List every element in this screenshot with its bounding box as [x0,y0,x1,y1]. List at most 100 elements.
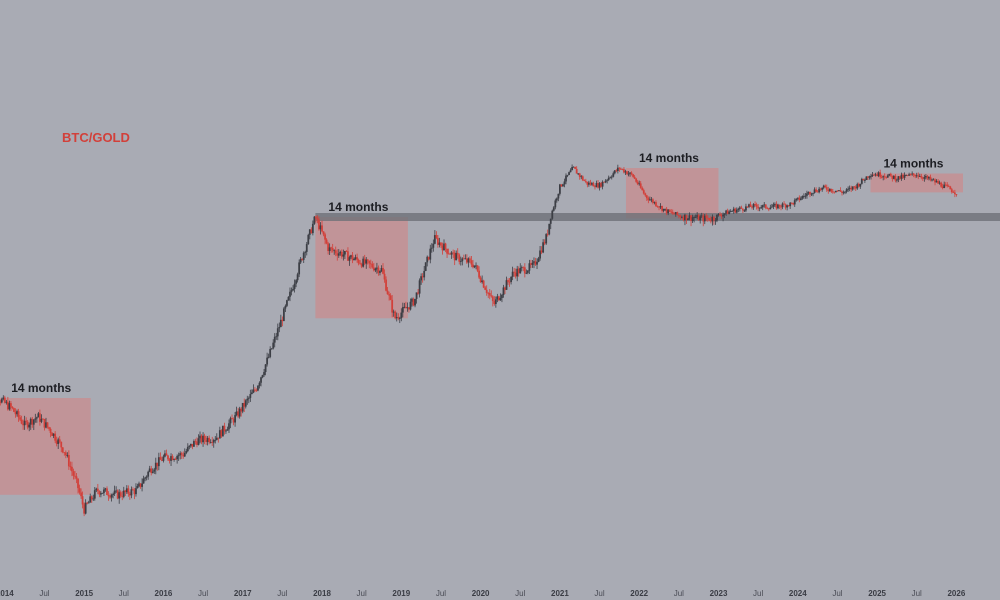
x-tick-label: 2023 [710,589,728,598]
candle [462,254,465,260]
candle [415,292,418,304]
candle [443,239,445,251]
candle [437,234,439,248]
candle [336,249,339,261]
candle [731,210,734,212]
candle [255,388,258,392]
candle [313,216,316,225]
candle [481,275,484,284]
candle [498,295,500,302]
candle [662,208,665,213]
candle [164,450,166,458]
candle [135,483,137,497]
candle [292,285,294,292]
candle [72,468,75,480]
candle [290,287,293,296]
candle [118,489,121,504]
annotation-label-2: 14 months [328,200,388,214]
x-tick-label: Jul [39,589,49,598]
candle [0,397,3,404]
candle [537,256,540,263]
candle [940,181,943,188]
candle [104,487,107,492]
candle [548,223,551,236]
candle [934,178,936,186]
candle [84,499,87,515]
candle [513,267,516,277]
candle [656,205,659,208]
candle [176,454,179,464]
candle [315,215,317,223]
candle [372,262,375,272]
candle [67,450,70,470]
candle [263,368,265,377]
candle [38,409,41,426]
candle [658,206,660,211]
candle [496,293,499,303]
candle [269,346,272,359]
candle [702,213,705,227]
candle [679,214,682,220]
candle [414,298,416,308]
candle [793,198,796,207]
candle [160,456,163,462]
candle [950,187,953,194]
x-tick-label: Jul [594,589,604,598]
candle [429,244,432,264]
candle [266,352,269,367]
candle [932,178,935,181]
candle [20,415,23,425]
candle [589,179,592,186]
candle [691,214,694,223]
candle [619,167,622,171]
candle [629,172,631,177]
candle [555,197,558,203]
candle [237,407,240,419]
x-tick-label: 2016 [155,589,173,598]
candle [89,493,92,503]
candle [531,259,534,268]
candle [661,205,663,213]
candle [325,238,328,245]
candle [879,169,882,180]
candle [670,209,673,214]
candle [601,180,604,190]
candle [551,209,554,220]
candle [74,470,76,480]
candle [865,176,868,181]
candle [433,230,436,245]
candle [789,201,792,209]
candle [25,417,28,425]
candle [142,475,145,484]
candle [653,201,656,205]
candle [86,501,89,505]
candle [440,242,442,248]
candle [455,250,458,261]
candle [281,316,284,327]
candle [49,427,52,438]
candle [871,172,874,177]
candle [46,422,49,429]
candle [156,462,159,471]
candle [244,399,247,409]
candle [35,416,38,423]
candle [93,487,96,501]
candle [220,429,223,439]
candle [348,255,351,266]
candle [680,215,683,219]
candle [526,270,529,275]
candle [232,417,235,426]
candle [411,297,413,307]
candle [562,183,564,187]
candle [252,384,255,394]
candle [714,218,717,225]
candle [99,491,102,498]
candle [810,192,813,196]
candle [757,204,760,212]
candle [755,202,758,210]
candle [786,204,789,211]
candle [906,175,909,177]
candle [473,265,476,269]
candle [520,265,523,272]
candle [286,299,288,307]
